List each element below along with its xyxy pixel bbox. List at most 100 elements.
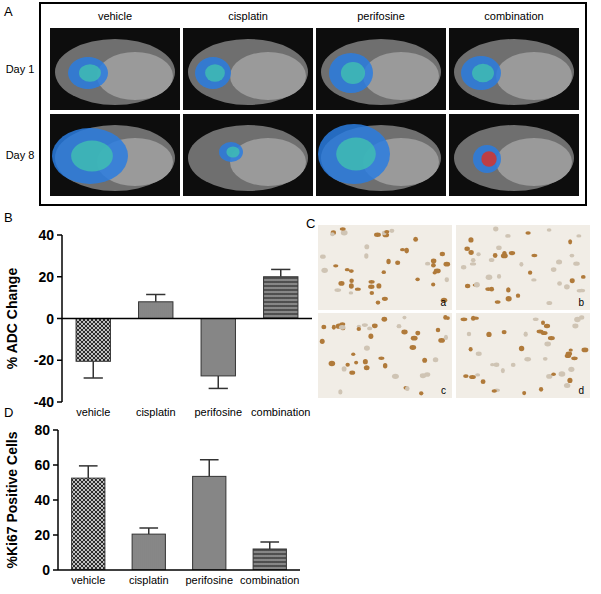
mri-tissue: [230, 138, 306, 186]
ihc-nucleus: [367, 327, 372, 331]
ihc-nucleus: [559, 371, 566, 376]
ihc-nucleus: [548, 336, 555, 340]
ihc-nucleus: [419, 391, 423, 395]
ihc-nucleus: [501, 368, 505, 373]
adc-map-core: [472, 64, 494, 83]
ihc-nucleus: [531, 278, 536, 281]
ihc-nucleus: [368, 334, 373, 339]
mri-image: [316, 28, 446, 110]
error-bar: [148, 528, 150, 534]
ihc-nucleus: [469, 347, 473, 352]
ihc-nucleus: [340, 227, 346, 230]
y-tick: [53, 464, 58, 466]
y-axis-label: %Ki67 Positive Cells: [4, 431, 20, 568]
bar: [72, 478, 105, 570]
adc-map-core: [226, 147, 239, 158]
ihc-nucleus: [444, 335, 448, 340]
adc-map-core: [71, 141, 113, 172]
ihc-bg: [318, 225, 452, 310]
ihc-nucleus: [475, 373, 480, 376]
ihc-nucleus: [389, 229, 394, 233]
y-tick-label: 20: [34, 527, 50, 543]
ihc-nucleus: [519, 262, 523, 267]
mri-head: [55, 39, 175, 105]
y-tick: [57, 360, 62, 362]
panel-label: C: [306, 216, 315, 231]
error-bar: [155, 294, 157, 301]
ihc-nucleus: [382, 297, 388, 301]
x-tick-label: cisplatin: [136, 406, 176, 418]
ihc-nucleus: [573, 262, 580, 266]
ihc-nucleus: [470, 262, 476, 265]
ihc-nucleus: [341, 230, 348, 236]
ihc-nucleus: [471, 258, 476, 262]
ihc-nucleus: [349, 283, 354, 288]
ihc-nucleus: [368, 280, 374, 284]
y-tick-label: 0: [46, 311, 54, 327]
adc-map: [195, 57, 231, 89]
column-label: cisplatin: [228, 10, 268, 22]
bars: [76, 269, 298, 388]
ihc-nucleus: [415, 331, 420, 336]
figure: AvehiclecisplatinperifosinecombinationDa…: [0, 0, 601, 594]
ihc-nucleus: [400, 248, 405, 251]
y-tick-label: 80: [34, 422, 50, 438]
y-tick: [57, 401, 62, 403]
ihc-nucleus: [413, 237, 418, 242]
ihc-nucleus: [363, 359, 368, 364]
bar: [76, 319, 110, 362]
ihc-nucleus: [381, 317, 387, 322]
ihc-nucleus: [543, 357, 548, 361]
ihc-nucleus: [568, 367, 574, 372]
ihc-nucleus: [376, 300, 381, 304]
ihc-nucleus: [544, 324, 550, 328]
bar: [253, 549, 286, 570]
ihc-nucleus: [578, 289, 585, 293]
ihc-nucleus: [415, 277, 419, 281]
ihc-nucleus: [342, 366, 347, 371]
bars: [72, 460, 287, 570]
ihc-nucleus: [485, 287, 491, 291]
ihc-nucleus: [443, 315, 447, 320]
y-tick-label: 20: [38, 269, 54, 285]
ihc-nucleus: [397, 324, 402, 328]
ihc-nucleus: [395, 261, 400, 265]
ihc-nucleus: [338, 389, 342, 394]
adc-map: [52, 128, 128, 184]
ihc-nucleus: [410, 345, 417, 350]
x-tick-label: cisplatin: [129, 574, 169, 586]
panel-label: B: [4, 210, 13, 225]
ihc-nucleus: [401, 329, 407, 334]
error-cap: [84, 377, 103, 379]
ihc-nucleus: [579, 315, 584, 320]
ihc-nucleus: [468, 250, 473, 255]
ihc-nucleus: [569, 348, 573, 351]
ihc-image: [456, 313, 590, 398]
ihc-nucleus: [362, 323, 368, 327]
x-axis: [58, 569, 300, 571]
ihc-nucleus: [378, 357, 384, 360]
ihc-nucleus: [539, 387, 543, 392]
y-tick-label: -40: [34, 394, 54, 410]
ihc-nucleus: [469, 375, 476, 379]
ihc-nucleus: [468, 237, 473, 242]
ihc-nucleus: [474, 282, 480, 288]
ihc-nucleus: [476, 252, 480, 256]
ihc-nucleus: [321, 325, 326, 329]
error-cap: [209, 388, 228, 390]
ihc-nucleus: [570, 254, 575, 258]
ihc-nucleus: [333, 264, 338, 267]
column-label: perifosine: [357, 10, 405, 22]
ihc-nucleus: [524, 357, 531, 361]
column-label: vehicle: [98, 10, 132, 22]
ihc-nucleus: [349, 371, 355, 375]
ihc-nucleus: [320, 255, 326, 259]
y-tick: [53, 429, 58, 431]
ihc-nucleus: [392, 374, 399, 379]
mri-image: [449, 114, 579, 196]
ihc-image: [318, 225, 452, 310]
ihc-nucleus: [551, 267, 557, 272]
mri-tissue: [97, 52, 173, 100]
adc-map: [473, 145, 501, 173]
ihc-nucleus: [582, 348, 589, 353]
